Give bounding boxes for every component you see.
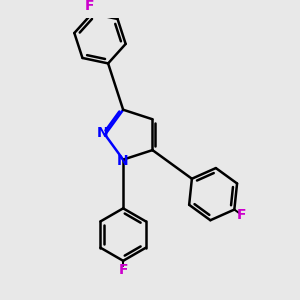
Text: F: F [85, 0, 94, 14]
Text: N: N [96, 126, 108, 140]
Text: F: F [118, 263, 128, 277]
Text: F: F [237, 208, 247, 222]
Text: N: N [116, 154, 128, 168]
